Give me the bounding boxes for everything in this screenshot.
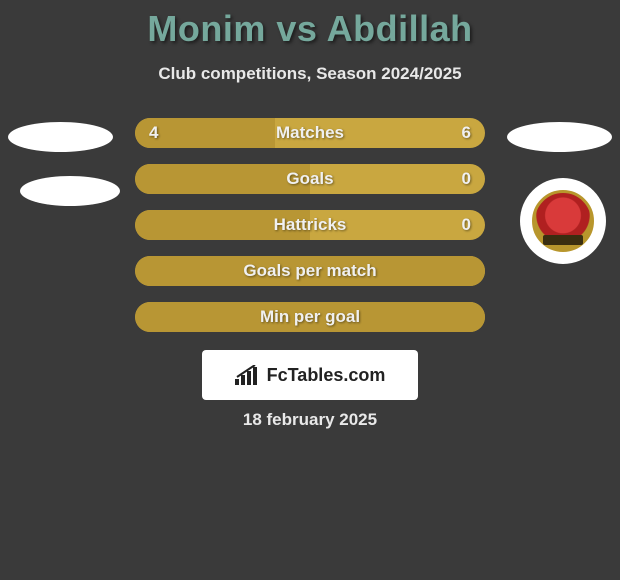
player-right-badge <box>520 178 606 264</box>
attribution-text: FcTables.com <box>267 365 386 386</box>
player-left-badge <box>20 176 120 206</box>
attribution-box: FcTables.com <box>202 350 418 400</box>
stat-right-value: 0 <box>462 210 471 240</box>
stat-bars: 4 Matches 6 Goals 0 Hattricks 0 Goals pe… <box>135 118 485 332</box>
stat-bar-goals: Goals 0 <box>135 164 485 194</box>
player-right-avatar <box>507 122 612 152</box>
stat-right-value: 6 <box>462 118 471 148</box>
page-title: Monim vs Abdillah <box>0 0 620 50</box>
stat-label: Goals per match <box>135 256 485 286</box>
stat-bar-min-per-goal: Min per goal <box>135 302 485 332</box>
stat-label: Goals <box>135 164 485 194</box>
stat-label: Matches <box>135 118 485 148</box>
stat-label: Min per goal <box>135 302 485 332</box>
stat-label: Hattricks <box>135 210 485 240</box>
stat-right-value: 0 <box>462 164 471 194</box>
club-crest-icon <box>532 190 594 252</box>
stat-bar-goals-per-match: Goals per match <box>135 256 485 286</box>
player-left-avatar <box>8 122 113 152</box>
subtitle: Club competitions, Season 2024/2025 <box>0 64 620 84</box>
stat-bar-hattricks: Hattricks 0 <box>135 210 485 240</box>
fctables-logo-icon <box>235 365 261 385</box>
date-text: 18 february 2025 <box>0 410 620 430</box>
stat-bar-matches: 4 Matches 6 <box>135 118 485 148</box>
